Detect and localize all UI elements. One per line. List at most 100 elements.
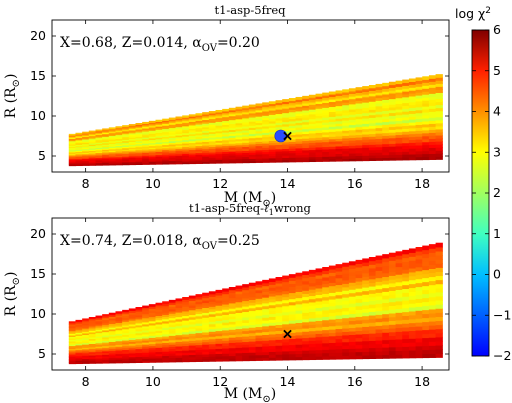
heatmap-cell (195, 150, 203, 154)
heatmap-cell (375, 122, 383, 126)
heatmap-cell (355, 348, 363, 353)
heatmap-cell (215, 123, 223, 126)
heatmap-cell (275, 357, 283, 361)
heatmap-cell (335, 138, 343, 142)
heatmap-cell (268, 155, 277, 159)
heatmap-cell (122, 125, 130, 128)
heatmap-cell (395, 270, 403, 275)
heatmap-cell (208, 125, 217, 129)
heatmap-cell (368, 322, 377, 327)
heatmap-cell (108, 361, 117, 364)
heatmap-cell (235, 344, 243, 348)
heatmap-cell (68, 145, 77, 147)
heatmap-cell (415, 341, 423, 347)
heatmap-cell (388, 275, 397, 280)
heatmap-cell (315, 141, 323, 146)
heatmap-cell (248, 150, 257, 153)
heatmap-cell (368, 111, 377, 116)
heatmap-cell (108, 327, 117, 330)
heatmap-cell (102, 159, 110, 162)
heatmap-cell (322, 283, 330, 288)
heatmap-cell (195, 296, 203, 300)
heatmap-cell (322, 148, 330, 152)
heatmap-cell (435, 254, 443, 260)
heatmap-cell (388, 112, 397, 116)
heatmap-cell (242, 319, 250, 323)
heatmap-cell (415, 282, 423, 288)
heatmap-cell (162, 346, 170, 350)
heatmap-cell (268, 295, 277, 300)
heatmap-cell (362, 262, 370, 267)
heatmap-cell (415, 262, 423, 268)
heatmap-cell (162, 121, 170, 125)
heatmap-cell (202, 150, 210, 153)
heatmap-cell (275, 155, 283, 159)
heatmap-cell (168, 317, 177, 321)
heatmap-cell (388, 134, 397, 139)
heatmap-cell (168, 344, 177, 347)
heatmap-cell (228, 135, 237, 138)
heatmap-cell (282, 99, 290, 102)
heatmap-cell (282, 157, 290, 161)
heatmap-cell (388, 290, 397, 295)
heatmap-cell (102, 324, 110, 327)
heatmap-cell (182, 125, 190, 129)
heatmap-cell (308, 147, 317, 151)
heatmap-cell (188, 116, 197, 119)
heatmap-cell (182, 317, 190, 321)
heatmap-cell (88, 154, 97, 156)
heatmap-cell (355, 270, 363, 275)
heatmap-cell (302, 312, 310, 317)
heatmap-cell (188, 144, 197, 147)
heatmap-cell (415, 150, 423, 155)
heatmap-cell (182, 310, 190, 314)
heatmap-cell (68, 325, 77, 328)
heatmap-cell (335, 318, 343, 323)
heatmap-cell (122, 345, 130, 349)
heatmap-cell (342, 341, 350, 346)
heatmap-cell (268, 328, 277, 332)
heatmap-cell (382, 324, 390, 330)
heatmap-cell (328, 325, 337, 330)
heatmap-cell (422, 156, 430, 161)
heatmap-cell (275, 324, 283, 328)
heatmap-cell (362, 347, 370, 352)
heatmap-cell (395, 117, 403, 121)
heatmap-cell (348, 90, 357, 95)
heatmap-cell (242, 344, 250, 348)
heatmap-cell (255, 329, 263, 333)
heatmap-cell (335, 148, 343, 152)
heatmap-cell (235, 341, 243, 346)
heatmap-cell (175, 357, 183, 361)
heatmap-cell (182, 320, 190, 323)
heatmap-cell (128, 163, 137, 166)
heatmap-cell (328, 272, 337, 277)
heatmap-cell (175, 151, 183, 155)
heatmap-cell (135, 158, 143, 161)
heatmap-cell (88, 163, 97, 166)
heatmap-cell (362, 337, 370, 342)
heatmap-cell (342, 300, 350, 305)
heatmap-cell (368, 336, 377, 341)
heatmap-cell (382, 254, 390, 259)
heatmap-cell (328, 91, 337, 95)
heatmap-cell (262, 119, 270, 123)
heatmap-cell (122, 313, 130, 317)
heatmap-cell (215, 325, 223, 329)
heatmap-cell (82, 137, 90, 140)
heatmap-cell (282, 121, 290, 125)
heatmap-cell (155, 140, 163, 143)
heatmap-cell (208, 296, 217, 300)
heatmap-cell (295, 157, 303, 160)
heatmap-cell (348, 320, 357, 325)
heatmap-cell (388, 90, 397, 94)
heatmap-cell (408, 113, 417, 117)
heatmap-cell (148, 125, 157, 128)
marks-bottom (283, 329, 292, 339)
heatmap-cell (235, 315, 243, 319)
heatmap-cell (388, 343, 397, 348)
heatmap-cell (302, 293, 310, 298)
heatmap-cell (268, 354, 277, 358)
heatmap-cell (362, 344, 370, 349)
